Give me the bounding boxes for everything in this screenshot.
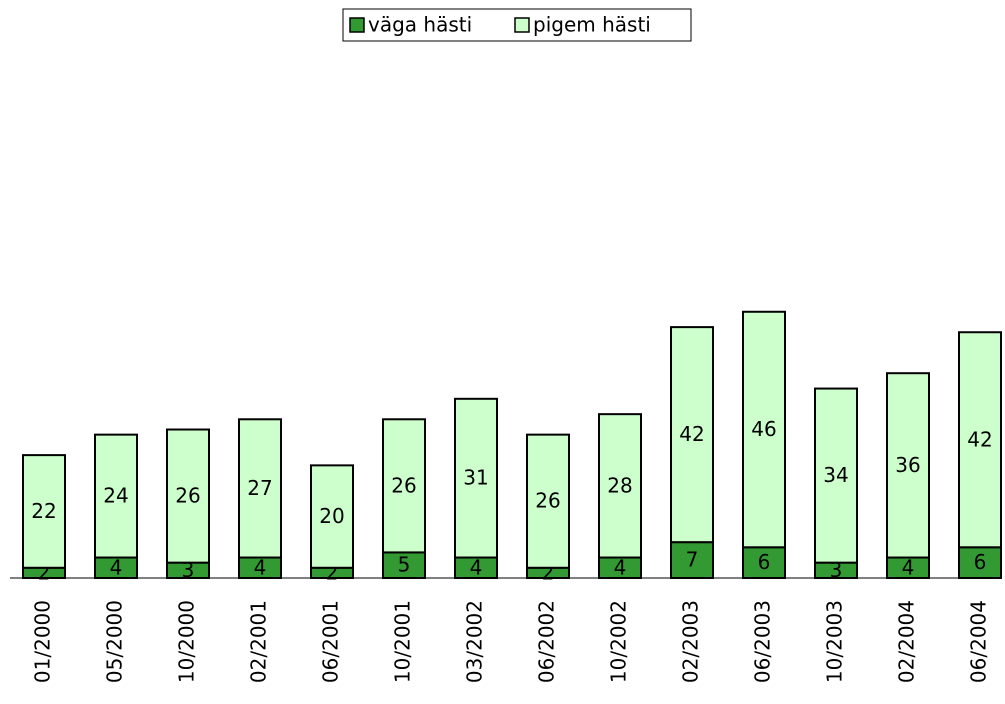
- value-label: 34: [823, 463, 848, 487]
- x-tick-label: 10/2003: [823, 600, 847, 683]
- x-tick-label: 06/2001: [319, 600, 343, 683]
- value-label: 4: [614, 555, 627, 579]
- legend-swatch: [349, 17, 365, 33]
- value-label: 7: [686, 548, 699, 572]
- value-label: 42: [679, 422, 704, 446]
- value-label: 3: [830, 558, 843, 582]
- bar-segment: [22, 454, 66, 569]
- value-label: 6: [758, 550, 771, 574]
- bar-segment: [166, 428, 210, 564]
- bar-segment: [382, 418, 426, 554]
- value-label: 27: [247, 476, 272, 500]
- x-tick-label: 10/2002: [607, 600, 631, 683]
- value-label: 46: [751, 417, 776, 441]
- x-tick-label: 03/2002: [463, 600, 487, 683]
- legend-swatch: [514, 17, 530, 33]
- value-label: 4: [110, 555, 123, 579]
- value-label: 31: [463, 466, 488, 490]
- value-label: 26: [391, 473, 416, 497]
- value-label: 20: [319, 504, 344, 528]
- value-label: 26: [175, 484, 200, 508]
- value-label: 42: [967, 427, 992, 451]
- bar-segment: [886, 372, 930, 559]
- value-label: 4: [254, 555, 267, 579]
- bar-segment: [310, 464, 354, 569]
- value-label: 22: [31, 499, 56, 523]
- x-tick-label: 02/2003: [679, 600, 703, 683]
- bar-segment: [526, 433, 570, 569]
- bar-segment: [742, 546, 786, 580]
- value-label: 26: [535, 489, 560, 513]
- bar-segment: [598, 413, 642, 559]
- x-tick-label: 06/2004: [967, 600, 991, 683]
- value-label: 28: [607, 473, 632, 497]
- value-label: 4: [470, 555, 483, 579]
- value-label: 36: [895, 453, 920, 477]
- value-label: 6: [974, 550, 987, 574]
- x-tick-label: 10/2001: [391, 600, 415, 683]
- bar-segment: [670, 326, 714, 544]
- bar-segment: [958, 331, 1002, 549]
- bar-segment: [814, 387, 858, 564]
- bar-segment: [238, 418, 282, 559]
- legend-label: pigem hästi: [533, 13, 651, 37]
- x-tick-label: 06/2003: [751, 600, 775, 683]
- x-tick-label: 05/2000: [103, 600, 127, 683]
- x-tick-label: 10/2000: [175, 600, 199, 683]
- x-tick-label: 01/2000: [31, 600, 55, 683]
- bar-segment: [454, 397, 498, 559]
- value-label: 4: [902, 555, 915, 579]
- bar-segment: [94, 433, 138, 559]
- x-tick-label: 02/2001: [247, 600, 271, 683]
- value-label: 5: [398, 553, 411, 577]
- x-tick-label: 06/2002: [535, 600, 559, 683]
- bar-segment: [670, 541, 714, 579]
- bar-segment: [742, 310, 786, 549]
- legend-label: väga hästi: [368, 13, 472, 37]
- value-label: 24: [103, 484, 128, 508]
- x-tick-label: 02/2004: [895, 600, 919, 683]
- value-label: 3: [182, 558, 195, 582]
